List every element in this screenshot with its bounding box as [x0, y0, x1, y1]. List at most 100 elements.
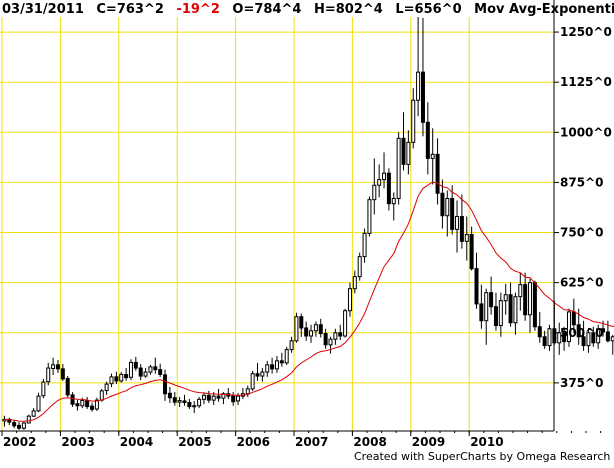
- candle-body-up: [192, 405, 197, 408]
- candle-body-down: [601, 328, 606, 333]
- candle-body-up: [445, 197, 450, 217]
- candle-body-up: [347, 288, 352, 312]
- candle-body-down: [279, 360, 284, 364]
- candle-body-down: [55, 364, 60, 370]
- candle-body-down: [158, 369, 163, 375]
- candle-body-up: [455, 216, 460, 230]
- header-study: Mov Avg-Exponential: [474, 2, 614, 17]
- candle-body-up: [411, 99, 416, 143]
- candle-body-up: [46, 367, 51, 383]
- y-axis-ticks: 375^0 500^0 625^0 750^0 875^0 1000^0 1125^0 125…: [554, 25, 612, 390]
- candle-body-up: [201, 394, 206, 400]
- x-tick-label: 2002: [3, 435, 36, 449]
- candle-body-up: [498, 300, 503, 327]
- gridlines: [0, 0, 554, 431]
- candle-body-up: [128, 361, 133, 378]
- candle-body-up: [41, 381, 46, 397]
- candle-body-up: [51, 364, 56, 369]
- candle-body-up: [328, 338, 333, 346]
- x-tick-label: 2003: [61, 435, 94, 449]
- ema-line: [4, 181, 614, 422]
- candle-body-up: [396, 137, 401, 199]
- candle-body-up: [391, 197, 396, 205]
- candle-body-up: [119, 373, 124, 382]
- candle-body-down: [182, 400, 187, 404]
- candle-body-down: [90, 405, 95, 410]
- candle-body-down: [401, 137, 406, 165]
- candle-body-up: [586, 332, 591, 347]
- candle-body-up: [80, 400, 85, 407]
- candle-body-down: [231, 395, 236, 403]
- candle-body-up: [250, 373, 255, 390]
- candle-body-up: [357, 256, 362, 278]
- candle-body-up: [284, 349, 289, 364]
- y-tick-label: 1125^0: [560, 75, 612, 89]
- header-open: O=784^4: [232, 2, 301, 17]
- candle-body-down: [304, 327, 309, 337]
- header-line: 03/31/2011 C=763^2 -19^2 O=784^4 H=802^4…: [2, 2, 614, 17]
- candle-body-up: [362, 232, 367, 258]
- candle-body-up: [352, 276, 357, 290]
- x-axis-ticks: 2002 2003 2004 2005 2006 2007 2008 2009 2010: [1, 431, 602, 449]
- axes: [0, 0, 555, 432]
- candle-body-down: [523, 284, 528, 316]
- x-tick-label: 2009: [412, 435, 445, 449]
- candle-body-down: [299, 316, 304, 329]
- candle-body-down: [537, 326, 542, 338]
- candles: [2, 0, 614, 430]
- candle-body-up: [36, 395, 41, 412]
- y-tick-label: 750^0: [560, 226, 603, 240]
- candle-body-up: [557, 332, 562, 344]
- candle-body-up: [177, 400, 182, 403]
- candle-body-down: [153, 366, 158, 371]
- candle-body-up: [309, 330, 314, 337]
- y-tick-label: 1000^0: [560, 125, 612, 139]
- x-tick-label: 2005: [178, 435, 211, 449]
- candle-body-up: [274, 360, 279, 370]
- candle-body-down: [581, 336, 586, 347]
- candle-body-up: [245, 388, 250, 395]
- candle-body-up: [94, 399, 99, 410]
- candle-body-up: [372, 184, 377, 201]
- candle-body-up: [343, 310, 348, 337]
- candle-body-down: [489, 292, 494, 308]
- footer-credit: Created with SuperCharts by Omega Resear…: [354, 450, 614, 463]
- candle-body-up: [484, 292, 489, 322]
- candle-body-up: [518, 284, 523, 298]
- candle-body-up: [416, 71, 421, 101]
- candle-body-up: [566, 311, 571, 343]
- candle-body-up: [313, 324, 318, 332]
- candle-body-down: [65, 377, 70, 396]
- candle-body-down: [469, 234, 474, 270]
- candle-body-up: [367, 199, 372, 234]
- y-tick-label: 375^0: [560, 376, 603, 390]
- candle-body-down: [17, 424, 22, 429]
- candle-body-up: [221, 393, 226, 399]
- candle-body-down: [435, 153, 440, 194]
- candle-body-up: [31, 410, 36, 417]
- header-change: -19^2: [176, 2, 219, 17]
- candle-body-down: [440, 192, 445, 217]
- candle-body-down: [60, 368, 65, 380]
- candle-body-down: [75, 403, 80, 407]
- y-tick-label: 1250^0: [560, 25, 612, 39]
- candle-body-down: [542, 336, 547, 347]
- candle-body-up: [236, 395, 241, 402]
- candle-body-down: [114, 376, 119, 382]
- candle-body-up: [21, 422, 26, 429]
- candle-body-down: [479, 303, 484, 322]
- candle-body-down: [133, 361, 138, 369]
- candle-body-down: [167, 392, 172, 399]
- header-high: H=802^4: [314, 2, 383, 17]
- candle-body-up: [197, 398, 202, 407]
- candle-body-down: [386, 172, 391, 205]
- x-tick-label: 2007: [295, 435, 328, 449]
- x-tick-label: 2010: [470, 435, 503, 449]
- candle-body-up: [610, 336, 614, 342]
- candle-body-up: [596, 328, 601, 344]
- candle-body-down: [338, 332, 343, 337]
- candle-body-up: [211, 395, 216, 401]
- candle-body-up: [547, 328, 552, 347]
- candle-body-up: [406, 141, 411, 165]
